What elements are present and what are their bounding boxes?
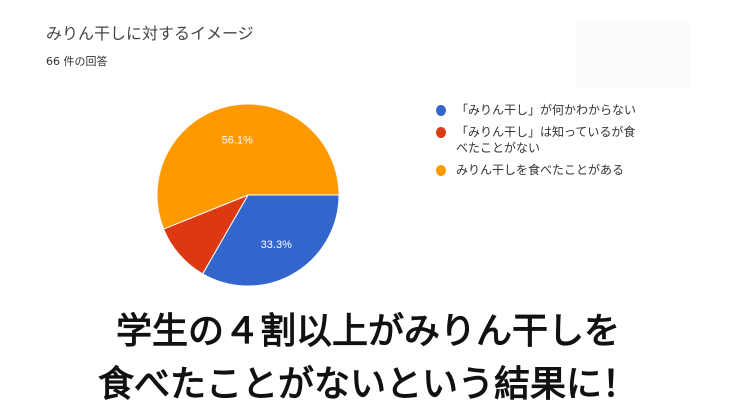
response-count: 66 件の回答 [46, 55, 108, 68]
pie-slice[interactable] [156, 103, 340, 230]
blank-panel [576, 20, 690, 88]
legend: 「みりん干し」が何かわからない 「みりん干し」は知っているが食べたことがない み… [436, 102, 636, 184]
legend-label: 「みりん干し」は知っているが食べたことがない [456, 125, 636, 155]
data-label: 56.1% [222, 135, 253, 147]
legend-swatch [436, 105, 446, 116]
legend-label: 「みりん干し」が何かわからない [456, 103, 637, 117]
chart-title: みりん干しに対するイメージ [46, 24, 254, 43]
data-label: 33.3% [261, 239, 292, 251]
legend-item[interactable]: 「みりん干し」が何かわからない [436, 102, 636, 118]
legend-swatch [436, 127, 446, 138]
pie-slice[interactable] [201, 194, 340, 287]
caption-line-1: 学生の４割以上がみりん干しを [115, 311, 620, 352]
legend-item[interactable]: 「みりん干し」は知っているが食べたことがない [436, 124, 636, 156]
pie-chart: 33.3% 56.1% [156, 103, 340, 287]
legend-label: みりん干しを食べたことがある [456, 163, 625, 177]
legend-swatch [436, 165, 446, 176]
caption-line-2: 食べたことがないという結果に！ [97, 364, 638, 405]
legend-item[interactable]: みりん干しを食べたことがある [436, 162, 636, 178]
